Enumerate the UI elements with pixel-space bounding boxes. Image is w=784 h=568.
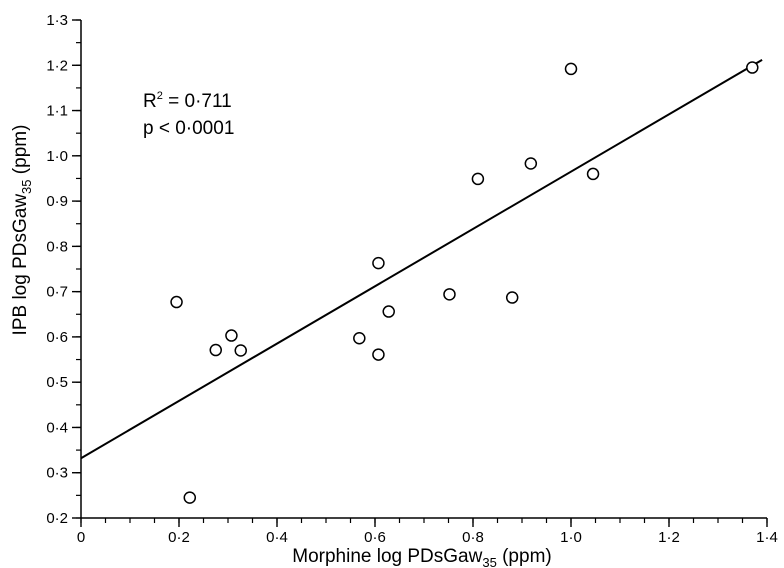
data-point [382,305,395,318]
r-squared-annotation: R2 = 0·711 [143,90,232,112]
r-squared-value: = 0·711 [163,91,232,112]
y-tick-label: 0·5 [46,374,68,391]
data-point [183,491,197,504]
data-point [443,288,456,301]
x-tick-label: 0·8 [462,529,484,546]
x-axis-title-subscript: 35 [482,555,496,568]
data-point [471,172,485,186]
y-axis-title-subscript: 35 [19,179,34,193]
regression-line [80,58,763,460]
y-tick-label: 1·0 [46,148,68,165]
r-squared-superscript: 2 [157,90,163,102]
x-tick-label: 0·2 [168,529,190,546]
y-axis-title-unit: (ppm) [10,125,31,180]
data-point [209,343,222,357]
x-axis-title: Morphine log PDsGaw35 (ppm) [292,546,551,568]
y-tick-label: 0·4 [46,419,68,436]
y-tick-label: 0·6 [46,329,68,346]
p-value-annotation: p < 0·0001 [143,118,234,139]
y-tick-label: 0·2 [46,510,68,527]
data-point [372,348,385,361]
y-axis-title: IPB log PDsGaw35 (ppm) [10,125,34,336]
axes: 0 0·2 0·4 0·6 0·8 1·0 1·2 1·4 0·2 0·3 0·4 0·5 0·6 0·7… [46,12,778,546]
y-tick-label: 0·9 [46,193,68,210]
y-tick-label: 0·7 [46,284,68,301]
data-points [170,61,759,504]
data-point [234,344,247,357]
x-tick-label: 1·2 [658,529,680,546]
data-point [524,157,538,170]
data-point [746,61,759,74]
y-tick-label: 1·3 [46,12,68,29]
data-point [586,167,600,181]
data-point [170,295,183,309]
data-point [372,256,385,270]
data-point [505,291,519,304]
x-tick-label: 1·4 [756,529,778,546]
x-tick-label: 0 [77,529,85,546]
x-tick-label: 0·6 [364,529,386,546]
y-tick-label: 1·2 [46,57,68,74]
x-tick-label: 0·4 [266,529,288,546]
x-axis-title-unit: (ppm) [497,546,552,567]
data-point [225,329,238,342]
y-tick-label: 1·1 [46,103,68,120]
y-tick-label: 0·8 [46,238,68,255]
data-point [564,62,578,76]
x-tick-label: 1·0 [560,529,582,546]
y-tick-label: 0·3 [46,465,68,482]
data-point [353,332,366,345]
regression-line-group [80,58,763,460]
